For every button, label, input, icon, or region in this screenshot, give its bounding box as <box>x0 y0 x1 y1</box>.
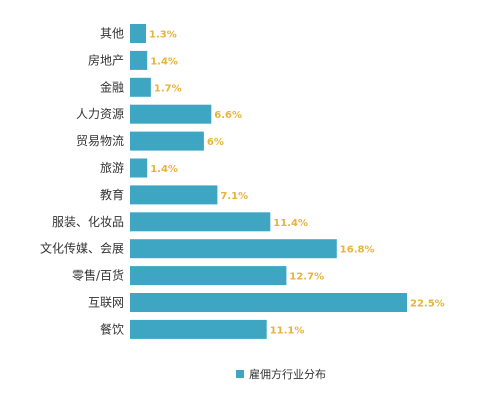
category-labels: 其他房地产金融人力资源贸易物流旅游教育服装、化妆品文化传媒、会展零售/百货互联网… <box>40 27 124 337</box>
category-label: 餐饮 <box>100 321 124 336</box>
bar <box>130 24 146 43</box>
bar <box>130 77 151 97</box>
category-label: 其他 <box>100 27 124 41</box>
category-label: 教育 <box>100 187 124 202</box>
category-label: 互联网 <box>88 296 124 310</box>
value-label: 1.4% <box>150 56 178 67</box>
bar <box>130 185 218 205</box>
value-label: 12.7% <box>289 272 324 283</box>
bar <box>130 131 204 151</box>
value-label: 1.3% <box>149 30 177 41</box>
category-label: 旅游 <box>100 161 124 175</box>
value-label: 6.6% <box>214 110 242 121</box>
category-label: 房地产 <box>88 52 124 67</box>
category-label: 文化传媒、会展 <box>40 241 124 256</box>
bars <box>130 24 407 339</box>
value-label: 11.1% <box>270 325 305 336</box>
bar <box>130 50 148 70</box>
category-label: 服装、化妆品 <box>52 215 124 229</box>
bar <box>130 319 267 339</box>
value-label: 22.5% <box>410 299 445 310</box>
legend-label: 雇佣方行业分布 <box>249 367 326 381</box>
category-label: 贸易物流 <box>76 134 124 148</box>
value-label: 1.7% <box>154 83 182 94</box>
category-label: 金融 <box>100 79 124 94</box>
bar <box>130 212 271 232</box>
value-label: 7.1% <box>220 191 248 202</box>
value-label: 11.4% <box>273 218 308 229</box>
bar <box>130 104 212 124</box>
value-label: 16.8% <box>340 245 375 256</box>
bar <box>130 158 148 178</box>
bar <box>130 239 337 259</box>
category-label: 零售/百货 <box>72 268 124 283</box>
legend: 雇佣方行业分布 <box>236 367 326 381</box>
value-label: 1.4% <box>150 164 178 175</box>
legend-swatch <box>236 370 244 378</box>
bar <box>130 293 407 312</box>
bar <box>130 266 287 286</box>
category-label: 人力资源 <box>76 107 124 121</box>
value-labels: 1.3% 1.4% 1.7% 6.6% 6% 1.4% 7.1% 11.4% 16.8% 12.7… <box>149 30 445 337</box>
value-label: 6% <box>207 137 224 148</box>
